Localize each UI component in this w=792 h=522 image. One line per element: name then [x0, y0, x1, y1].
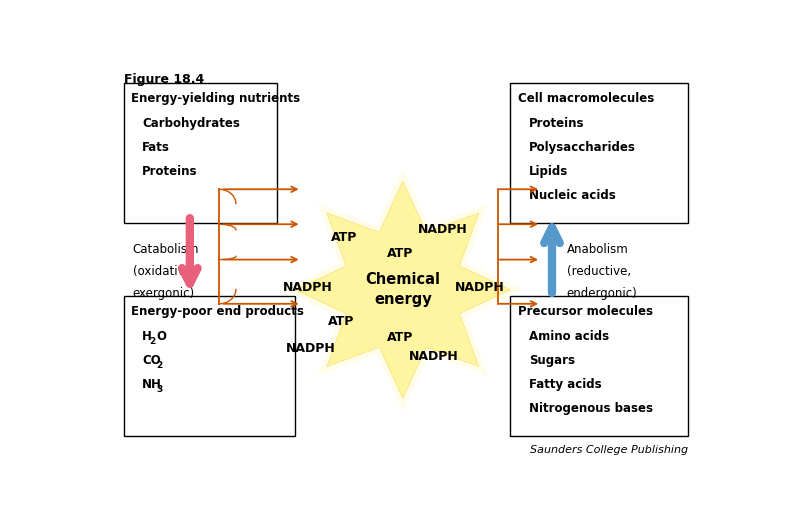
Text: O: O — [156, 330, 166, 343]
Text: Sugars: Sugars — [529, 354, 575, 367]
Text: ATP: ATP — [386, 247, 413, 260]
FancyBboxPatch shape — [124, 83, 277, 223]
Text: CO: CO — [142, 354, 161, 367]
Text: Fatty acids: Fatty acids — [529, 378, 601, 391]
FancyBboxPatch shape — [510, 296, 688, 436]
Text: Amino acids: Amino acids — [529, 330, 609, 343]
Text: Lipids: Lipids — [529, 165, 568, 178]
Text: Cell macromolecules: Cell macromolecules — [518, 91, 654, 104]
Text: exergonic): exergonic) — [133, 287, 195, 300]
Text: Carbohydrates: Carbohydrates — [142, 117, 240, 130]
Text: Figure 18.4: Figure 18.4 — [124, 73, 204, 86]
Text: Energy-poor end products: Energy-poor end products — [131, 305, 304, 317]
FancyBboxPatch shape — [124, 296, 295, 436]
Text: H: H — [142, 330, 152, 343]
Text: ATP: ATP — [331, 231, 358, 244]
Text: (reductive,: (reductive, — [567, 265, 631, 278]
Text: Fats: Fats — [142, 141, 169, 154]
Text: endergonic): endergonic) — [567, 287, 638, 300]
Text: Catabolism: Catabolism — [133, 243, 200, 256]
Text: NADPH: NADPH — [409, 350, 459, 363]
Text: Anabolism: Anabolism — [567, 243, 629, 256]
Text: Nitrogenous bases: Nitrogenous bases — [529, 402, 653, 416]
Text: NH: NH — [142, 378, 162, 391]
Text: 2: 2 — [156, 361, 162, 370]
Text: Energy-yielding nutrients: Energy-yielding nutrients — [131, 91, 300, 104]
Polygon shape — [295, 181, 510, 398]
Text: ATP: ATP — [386, 331, 413, 345]
Text: NADPH: NADPH — [418, 223, 467, 236]
Text: Polysaccharides: Polysaccharides — [529, 141, 635, 154]
Text: Proteins: Proteins — [142, 165, 197, 178]
FancyBboxPatch shape — [510, 83, 688, 223]
Text: 2: 2 — [149, 337, 155, 346]
Text: (oxidative,: (oxidative, — [133, 265, 196, 278]
Text: NADPH: NADPH — [286, 341, 336, 354]
Text: Precursor molecules: Precursor molecules — [518, 305, 653, 317]
Text: 3: 3 — [156, 385, 162, 395]
Text: NADPH: NADPH — [455, 281, 505, 294]
Polygon shape — [283, 168, 524, 411]
Text: energy: energy — [374, 292, 432, 307]
Text: NADPH: NADPH — [283, 281, 333, 294]
Text: Chemical: Chemical — [365, 272, 440, 287]
Text: ATP: ATP — [328, 315, 355, 328]
Text: Proteins: Proteins — [529, 117, 584, 130]
Text: Saunders College Publishing: Saunders College Publishing — [530, 445, 688, 455]
Text: Nucleic acids: Nucleic acids — [529, 189, 615, 202]
